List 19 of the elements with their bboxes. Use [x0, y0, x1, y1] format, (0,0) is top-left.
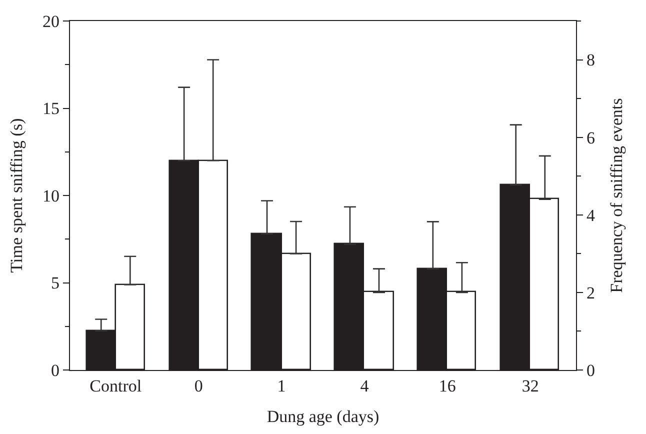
x-tick-label: 16 — [438, 376, 456, 396]
x-tick-label: 32 — [522, 376, 539, 396]
y-tick-label: 5 — [50, 274, 60, 293]
y2-tick-label: 6 — [586, 128, 596, 148]
y2-tick-label: 2 — [586, 283, 596, 302]
x-tick-label: 0 — [194, 376, 203, 396]
y-axis-title: Time spent sniffing (s) — [7, 118, 26, 273]
y2-axis-title: Frequency of sniffing events — [606, 98, 626, 293]
x-tick-label: 4 — [360, 376, 370, 396]
x-tick-label: 1 — [277, 376, 286, 396]
y-tick-label: 20 — [42, 12, 60, 31]
y2-tick-label: 0 — [586, 360, 596, 380]
y-tick-label: 10 — [42, 186, 60, 206]
y-tick-label: 0 — [50, 360, 60, 380]
y2-tick-label: 8 — [586, 50, 596, 70]
x-axis-title: Dung age (days) — [266, 406, 380, 426]
x-tick-label: Control — [90, 376, 142, 396]
y-tick-label: 15 — [42, 99, 60, 118]
y2-tick-label: 4 — [586, 206, 596, 225]
